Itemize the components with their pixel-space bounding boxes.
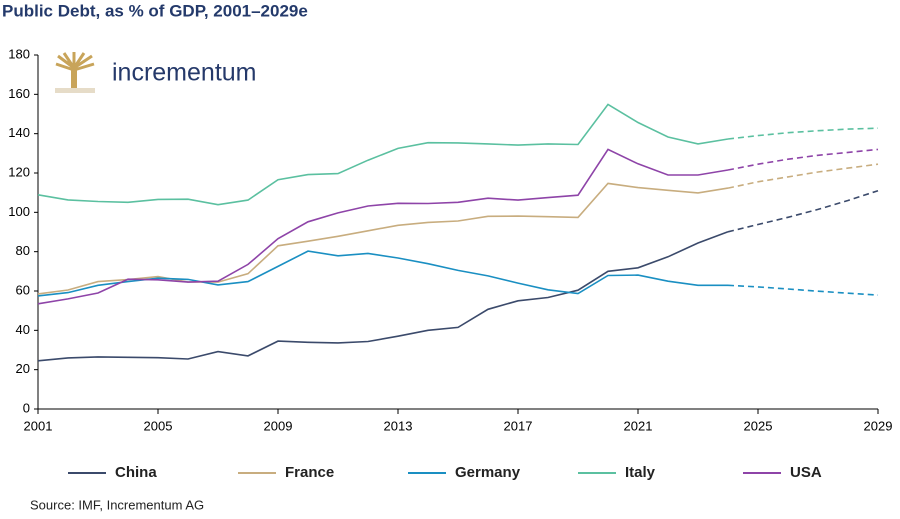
- series-line-forecast: [727, 163, 879, 189]
- series-line-forecast: [727, 148, 879, 171]
- y-tick-label: 60: [16, 282, 30, 297]
- x-tick-label: 2005: [144, 418, 173, 433]
- series-line: [37, 250, 728, 297]
- series-line: [37, 182, 729, 295]
- series-line: [37, 103, 729, 206]
- y-tick-label: 160: [8, 86, 30, 101]
- logo-base: [55, 88, 95, 93]
- legend-label: Italy: [625, 464, 656, 481]
- series-line-forecast: [727, 189, 879, 233]
- x-tick-label: 2009: [264, 418, 293, 433]
- logo: incrementum: [55, 52, 257, 93]
- y-tick-label: 180: [8, 46, 30, 61]
- x-tick-label: 2017: [504, 418, 533, 433]
- series-line-forecast: [727, 284, 879, 296]
- y-tick-label: 0: [23, 400, 30, 415]
- x-tick-label: 2001: [24, 418, 53, 433]
- logo-text: incrementum: [112, 59, 257, 87]
- legend-label: France: [285, 464, 334, 481]
- y-tick-label: 40: [16, 322, 30, 337]
- logo-branches: [55, 52, 95, 72]
- legend-label: Germany: [455, 464, 521, 481]
- x-tick-label: 2013: [384, 418, 413, 433]
- y-tick-label: 20: [16, 361, 30, 376]
- x-tick-label: 2025: [744, 418, 773, 433]
- x-tick-label: 2029: [864, 418, 893, 433]
- y-tick-label: 140: [8, 125, 30, 140]
- y-tick-label: 100: [8, 204, 30, 219]
- logo-trunk: [71, 66, 77, 88]
- series-line: [37, 231, 729, 362]
- x-tick-label: 2021: [624, 418, 653, 433]
- series-line-forecast: [727, 127, 879, 140]
- y-tick-label: 80: [16, 243, 30, 258]
- legend-label: USA: [790, 464, 822, 481]
- legend-label: China: [115, 464, 157, 481]
- y-tick-label: 120: [8, 164, 30, 179]
- chart-title: Public Debt, as % of GDP, 2001–2029e: [2, 1, 308, 20]
- source-note: Source: IMF, Incrementum AG: [30, 497, 204, 512]
- series-line: [37, 148, 729, 305]
